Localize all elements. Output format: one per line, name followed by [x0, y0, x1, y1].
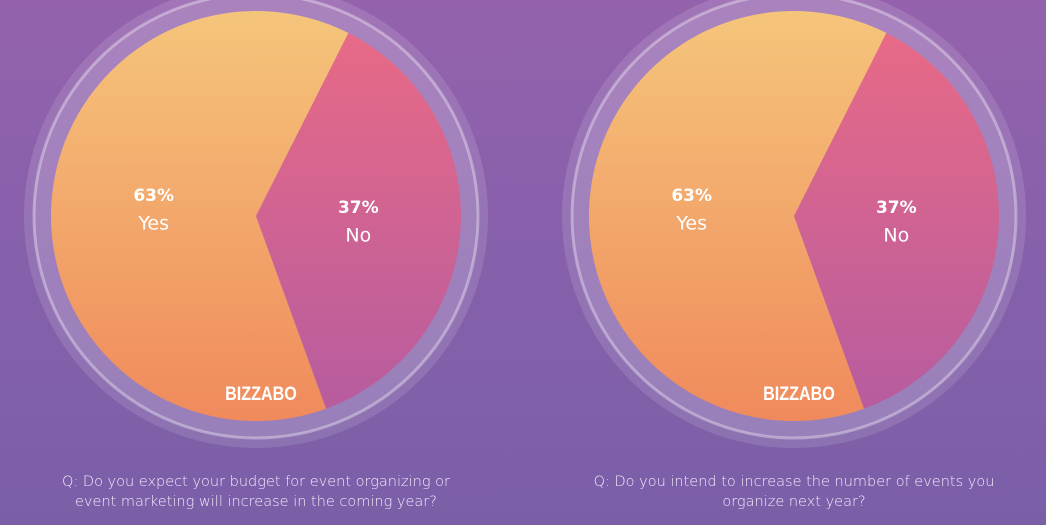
slice-label: Yes — [137, 212, 169, 234]
slice-label: Yes — [675, 212, 707, 234]
watermark: BIZZABO — [763, 383, 835, 405]
pie-slice — [50, 11, 349, 421]
value-label: 37% — [338, 198, 379, 218]
pie-slice — [794, 33, 999, 409]
pie-slice — [256, 33, 462, 409]
value-label: 37% — [876, 198, 917, 218]
slice-label: No — [345, 225, 371, 247]
value-label: 63% — [133, 186, 174, 206]
pie-slice — [588, 10, 887, 422]
slice-label: No — [883, 225, 909, 247]
question: Q: Do you intend to increase the number … — [593, 474, 995, 510]
value-label: 63% — [671, 186, 712, 206]
watermark: BIZZABO — [225, 383, 297, 405]
question: Q: Do you expect your budget for event o… — [62, 474, 450, 510]
